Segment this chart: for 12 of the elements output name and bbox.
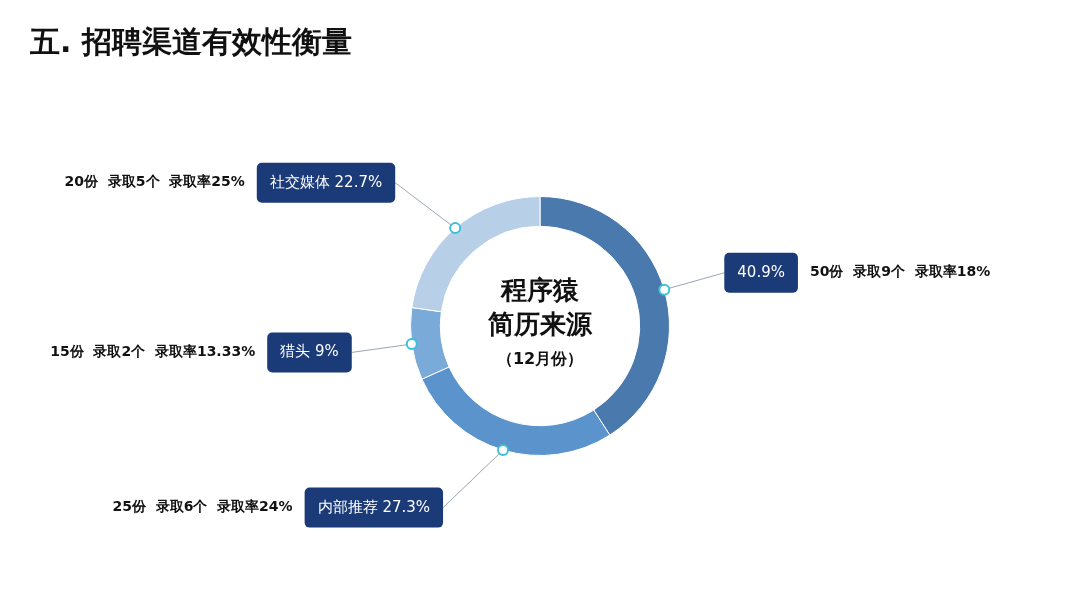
slice-label: 社交媒体 22.7% (269, 172, 383, 191)
data-label: 40.9% (737, 262, 785, 281)
text: 20份 录取5个 录取率25% (64, 173, 245, 190)
text: 程序猿 (500, 274, 579, 305)
slice-label: 猎头 9% (280, 342, 339, 361)
text: 50份 录取9个 录取率18% (809, 263, 991, 280)
text: 简历来源 (487, 308, 593, 339)
slice-label: 内部推荐 27.3% (317, 497, 431, 516)
text: 15份 录取2个 录取率13.33% (50, 343, 256, 360)
chart-title: 五. 招聘渠道有效性衡量 (29, 23, 353, 61)
text: 25份 录取6个 录取率24% (112, 498, 293, 515)
text: （12月份） (496, 349, 584, 369)
